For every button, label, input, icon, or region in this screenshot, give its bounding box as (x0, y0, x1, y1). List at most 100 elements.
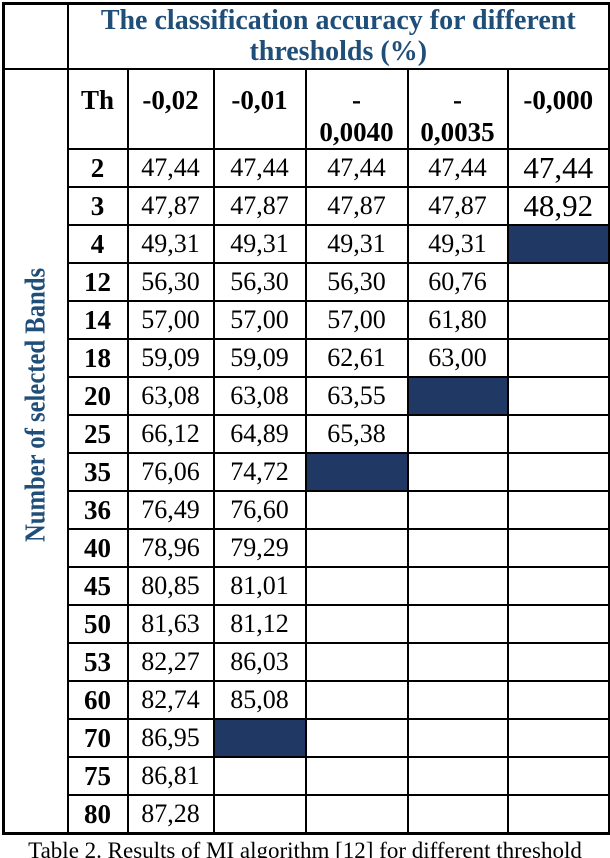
data-cell: 81,12 (212, 604, 307, 645)
row-label: 53 (66, 642, 129, 683)
data-cell (506, 566, 610, 607)
row-label: 18 (66, 338, 129, 379)
data-cell (304, 642, 409, 683)
row-label: 60 (66, 680, 129, 721)
data-cell (406, 756, 509, 797)
data-cell: 57,00 (126, 300, 215, 341)
data-cell (406, 680, 509, 721)
data-cell (304, 756, 409, 797)
data-cell: 76,60 (212, 490, 307, 531)
data-cell (406, 604, 509, 645)
data-cell (406, 794, 509, 835)
data-cell (506, 642, 610, 683)
data-cell (406, 452, 509, 493)
table-row: 80 87,28 (4, 794, 610, 835)
row-label: 45 (66, 566, 129, 607)
column-header-threshold-3: - 0,0040 (304, 67, 409, 151)
row-label: 12 (66, 262, 129, 303)
data-cell: 47,44 (406, 148, 509, 189)
table-title: The classification accuracy for differen… (66, 2, 610, 70)
data-cell: 86,03 (212, 642, 307, 683)
table-row: 75 86,81 (4, 756, 610, 797)
data-cell: 81,01 (212, 566, 307, 607)
data-cell (304, 680, 409, 721)
data-cell: 65,38 (304, 414, 409, 455)
data-cell: 86,95 (126, 718, 215, 759)
data-cell (304, 794, 409, 835)
data-cell (406, 490, 509, 531)
row-label: 3 (66, 186, 129, 227)
corner-cell (2, 2, 69, 70)
table-row: 2 47,44 47,44 47,44 47,44 47,44 (4, 148, 610, 189)
table-row: 18 59,09 59,09 62,61 63,00 (4, 338, 610, 379)
data-cell (506, 680, 610, 721)
data-cell: 63,08 (212, 376, 307, 417)
row-label: 35 (66, 452, 129, 493)
data-cell: 61,80 (406, 300, 509, 341)
title-row: The classification accuracy for differen… (2, 2, 610, 70)
data-cell (506, 794, 610, 835)
data-cell (506, 262, 610, 303)
table-row: 14 57,00 57,00 57,00 61,80 (4, 300, 610, 341)
column-header-threshold-1: -0,02 (126, 67, 215, 151)
data-cell: 78,96 (126, 528, 215, 569)
table-row: 53 82,27 86,03 (4, 642, 610, 683)
data-cell: 47,87 (304, 186, 409, 227)
data-cell (506, 490, 610, 531)
table-row: 20 63,08 63,08 63,55 (4, 376, 610, 417)
data-cell: 47,87 (212, 186, 307, 227)
data-cell: 79,29 (212, 528, 307, 569)
column-header-row: Number of selected Bands Th -0,02 -0,01 … (2, 67, 610, 835)
data-cell (212, 756, 307, 797)
data-cell: 49,31 (304, 224, 409, 265)
data-cell (506, 338, 610, 379)
table-row: 50 81,63 81,12 (4, 604, 610, 645)
data-cell: 80,85 (126, 566, 215, 607)
data-cell (506, 452, 610, 493)
table-row: 12 56,30 56,30 56,30 60,76 (4, 262, 610, 303)
data-cell (406, 528, 509, 569)
data-cell: 47,44 (506, 148, 610, 189)
table-row: 70 86,95 (4, 718, 610, 759)
data-cell (304, 718, 409, 759)
results-table: The classification accuracy for differen… (2, 2, 610, 835)
data-cell (406, 566, 509, 607)
row-label: 70 (66, 718, 129, 759)
data-cell: 59,09 (212, 338, 307, 379)
data-cell: 49,31 (126, 224, 215, 265)
table-row: 60 82,74 85,08 (4, 680, 610, 721)
data-cell (406, 414, 509, 455)
data-cell: 56,30 (126, 262, 215, 303)
data-cell: 76,06 (126, 452, 215, 493)
column-header-threshold-5: -0,000 (506, 67, 610, 151)
data-cell (304, 528, 409, 569)
row-label: 14 (66, 300, 129, 341)
table-row: 25 66,12 64,89 65,38 (4, 414, 610, 455)
data-cell: 47,44 (212, 148, 307, 189)
table-row: 45 80,85 81,01 (4, 566, 610, 607)
data-cell: 56,30 (304, 262, 409, 303)
table-row: 4 49,31 49,31 49,31 49,31 (4, 224, 610, 265)
data-cell (304, 566, 409, 607)
data-cell (506, 300, 610, 341)
data-cell: 47,44 (126, 148, 215, 189)
table-body: The classification accuracy for differen… (2, 2, 610, 835)
column-header-threshold-4: - 0,0035 (406, 67, 509, 151)
data-cell: 82,27 (126, 642, 215, 683)
data-cell: 49,31 (212, 224, 307, 265)
row-label: 4 (66, 224, 129, 265)
data-cell (406, 718, 509, 759)
row-label: 2 (66, 148, 129, 189)
data-cell: 47,87 (126, 186, 215, 227)
data-cell (212, 794, 307, 835)
data-cell: 76,49 (126, 490, 215, 531)
table-row: 40 78,96 79,29 (4, 528, 610, 569)
data-cell (506, 718, 610, 759)
data-cell: 49,31 (406, 224, 509, 265)
column-header-th: Th (66, 67, 129, 151)
data-cell: 57,00 (212, 300, 307, 341)
data-cell: 62,61 (304, 338, 409, 379)
data-cell: 74,72 (212, 452, 307, 493)
data-cell: 60,76 (406, 262, 509, 303)
